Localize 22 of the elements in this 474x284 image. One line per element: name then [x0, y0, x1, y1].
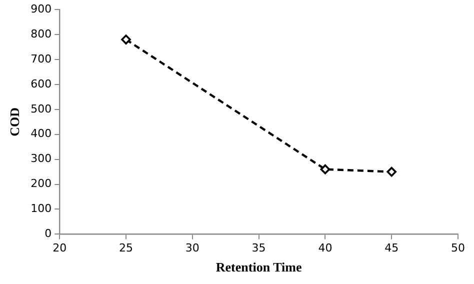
y-tick-label: 800: [30, 27, 52, 40]
y-tick-label: 500: [30, 102, 52, 116]
y-tick-label: 400: [30, 127, 52, 140]
y-tick-label: 600: [30, 77, 52, 90]
point: [386, 166, 396, 177]
x-tick-label: 50: [451, 242, 465, 255]
y-axis-title: COD: [7, 107, 22, 136]
x-tick-label: 30: [185, 242, 200, 255]
point: [121, 34, 131, 44]
y-tick-label: 200: [30, 177, 52, 190]
y-tick-label: 0: [44, 227, 52, 240]
y-tick-label: 300: [30, 152, 52, 166]
point: [320, 164, 330, 174]
x-tick-label: 25: [118, 242, 133, 255]
y-tick-label: 900: [30, 2, 52, 16]
x-tick-label: 40: [318, 242, 332, 255]
y-tick-label: 700: [30, 52, 52, 66]
x-tick-label: 35: [252, 242, 266, 255]
x-tick-label: 20: [52, 242, 67, 255]
x-tick-label: 45: [384, 242, 399, 255]
x-axis-title: Retention Time: [216, 260, 302, 275]
y-tick-label: 100: [30, 202, 52, 216]
